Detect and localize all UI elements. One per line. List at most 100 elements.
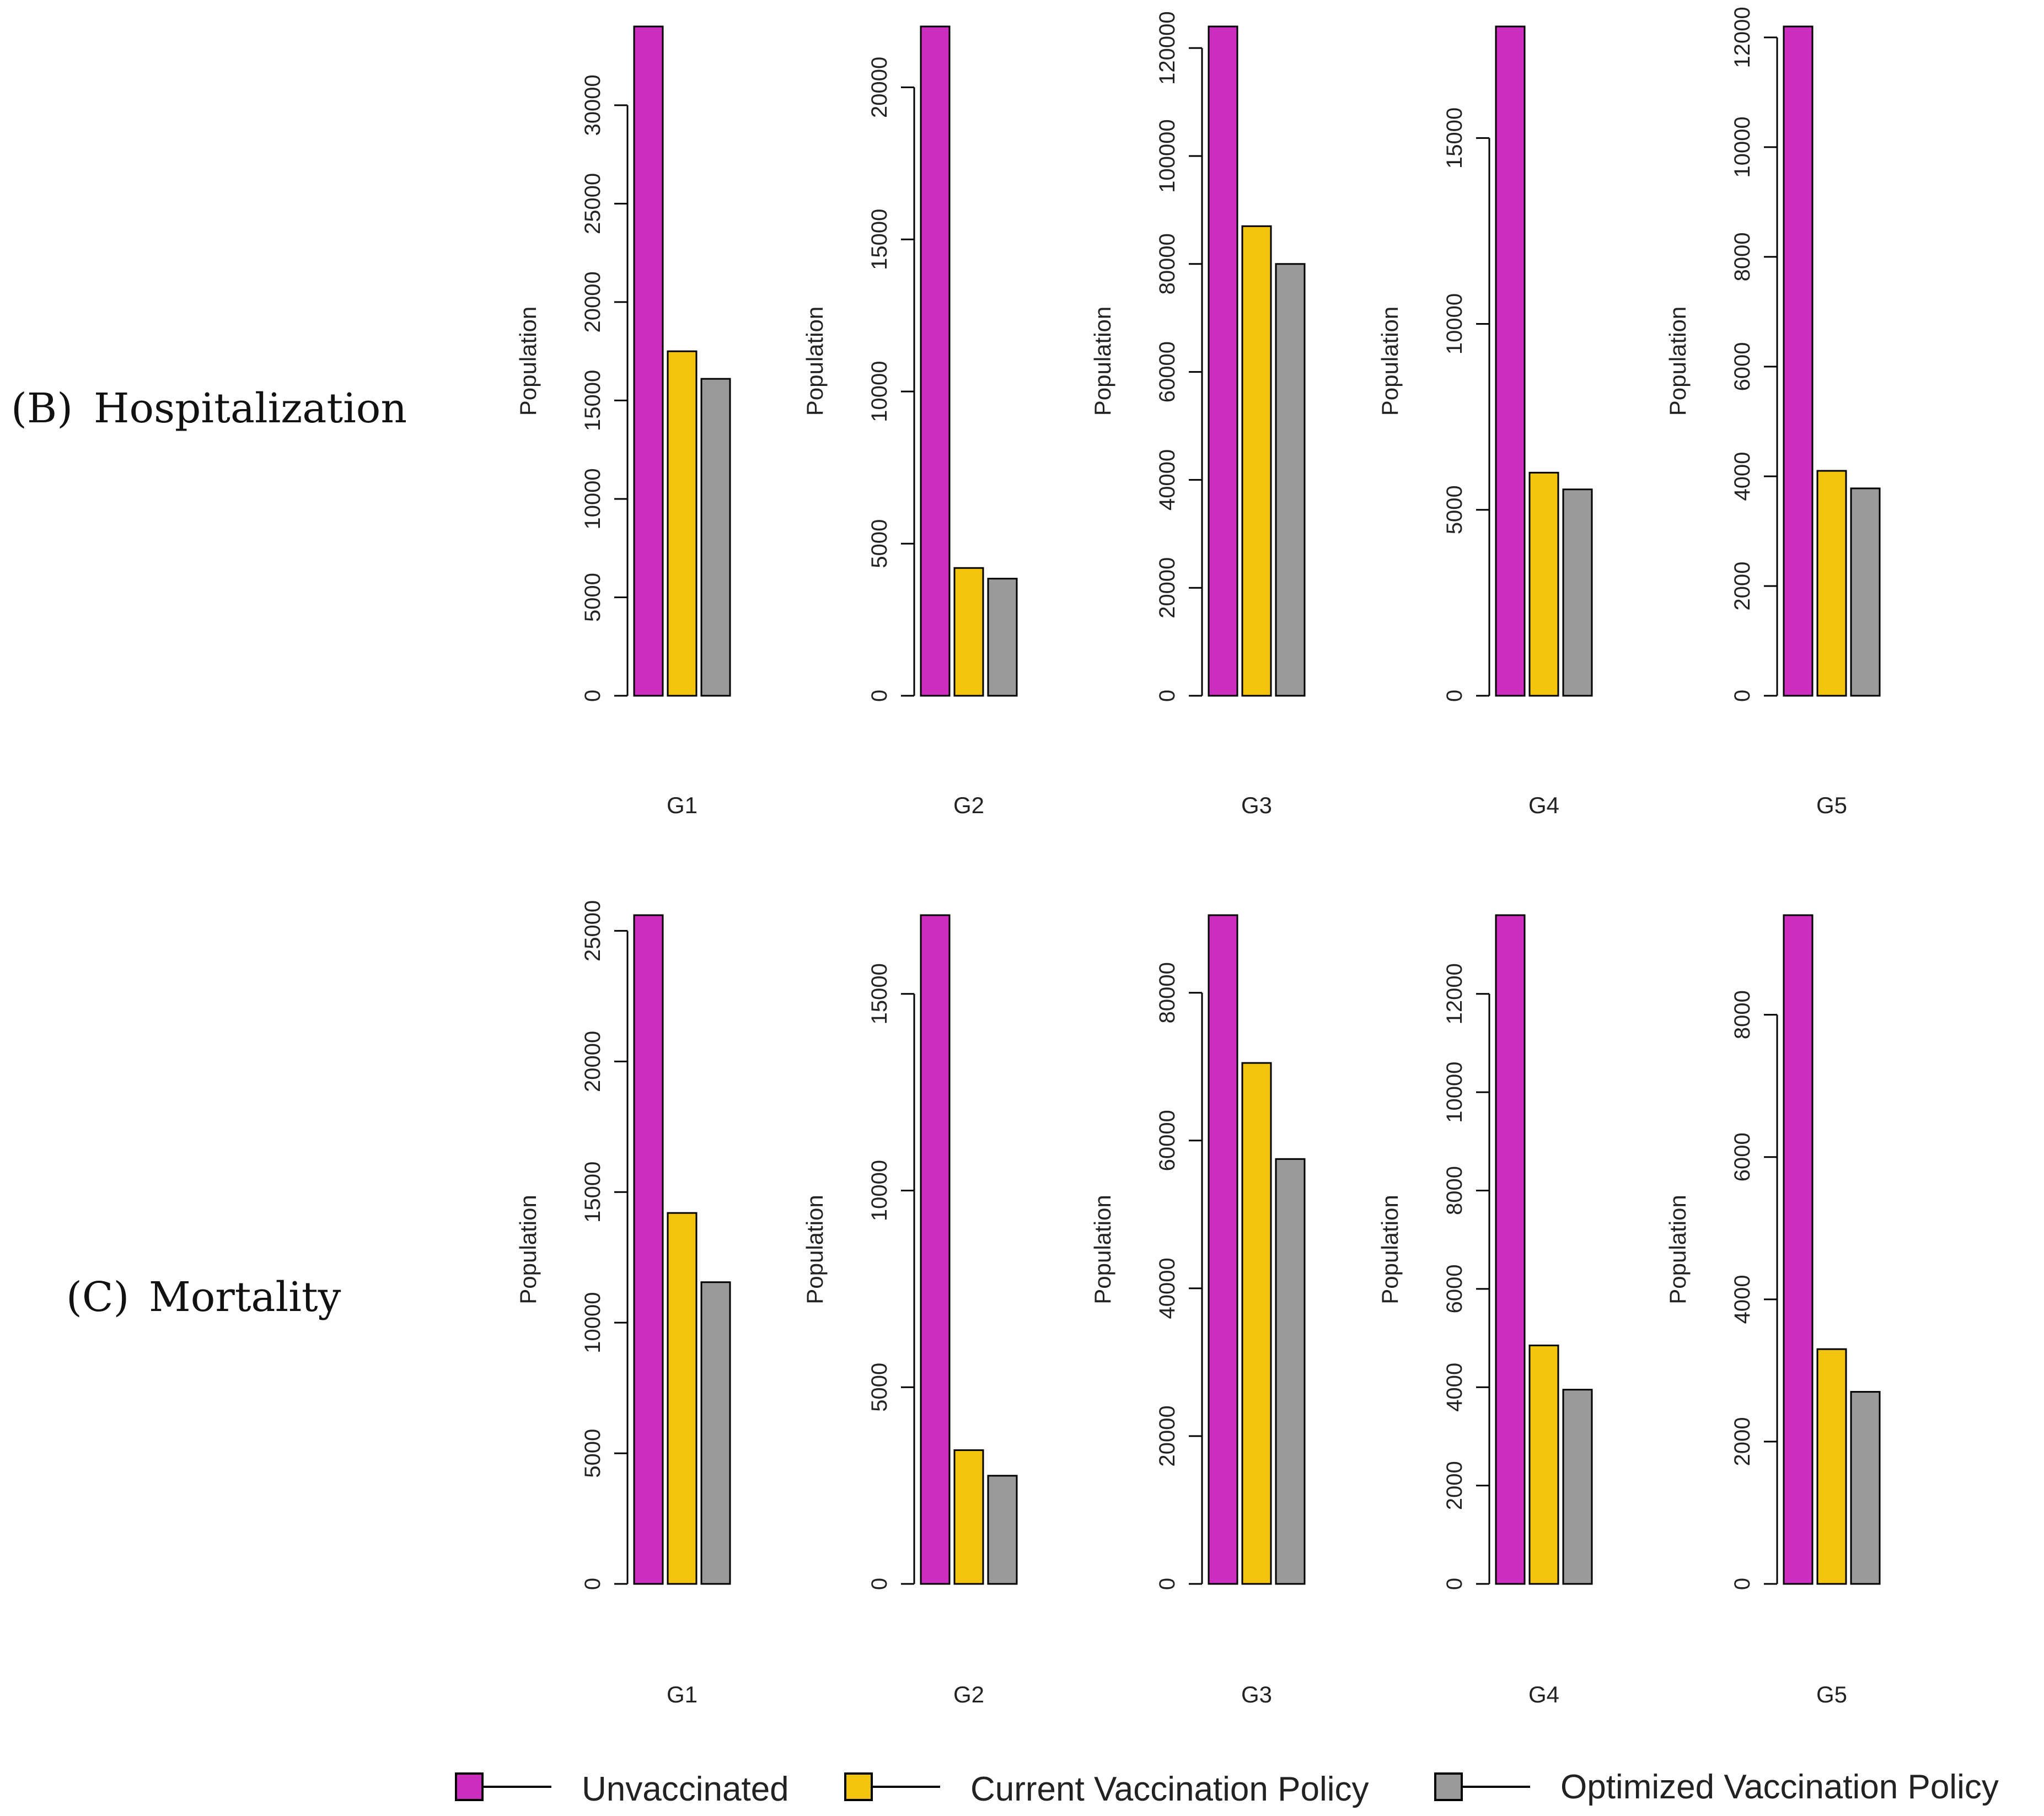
y-tick-label: 30000 bbox=[581, 74, 605, 136]
bar-current-vaccination-policy bbox=[1816, 470, 1847, 697]
panel-mortality-g1: 0 5000 10000 15000 20000 25000 Population G1 bbox=[515, 900, 731, 1707]
y-axis-title: Population bbox=[1090, 1195, 1115, 1304]
y-axis-title: Population bbox=[1090, 307, 1115, 416]
y-tick-label: 6000 bbox=[1730, 1132, 1755, 1181]
y-tick-label: 20000 bbox=[867, 57, 892, 118]
legend-item-unvaccinated: Unvaccinated bbox=[455, 1770, 789, 1808]
bar-current-vaccination-policy bbox=[1528, 471, 1559, 697]
x-group-label: G1 bbox=[667, 1681, 698, 1707]
y-tick-label: 0 bbox=[1155, 690, 1179, 702]
y-axis-title: Population bbox=[1665, 1195, 1691, 1304]
y-tick-label: 5000 bbox=[581, 1429, 605, 1478]
x-group-label: G3 bbox=[1241, 792, 1272, 818]
chart-panels: 050001000015000200002500030000Population… bbox=[515, 7, 1881, 1707]
bar-current-vaccination-policy bbox=[1241, 225, 1272, 697]
x-group-label: G4 bbox=[1528, 792, 1559, 818]
y-tick-label: 20000 bbox=[581, 1031, 605, 1092]
y-tick-label: 4000 bbox=[1730, 1275, 1755, 1324]
y-tick-label: 120000 bbox=[1155, 11, 1179, 84]
legend-item-optimized-policy: Optimized Vaccination Policy bbox=[1434, 1768, 1999, 1806]
bar-current-vaccination-policy bbox=[1528, 1344, 1559, 1585]
y-tick-label: 15000 bbox=[867, 963, 892, 1024]
legend-swatch-optimized-policy bbox=[1434, 1772, 1463, 1801]
panel-hospitalization-g1: 0 5000 10000 15000 20000 25000 30000 Population… bbox=[515, 25, 731, 818]
row-tag-b: (B) bbox=[11, 385, 73, 432]
y-tick-label: 5000 bbox=[867, 1363, 892, 1412]
y-tick-label: 0 bbox=[867, 1578, 892, 1590]
x-group-label: G4 bbox=[1528, 1681, 1559, 1707]
y-tick-label: 10000 bbox=[581, 1292, 605, 1353]
row-title-mortality: Mortality bbox=[149, 1274, 341, 1321]
row-tag-c: (C) bbox=[66, 1274, 129, 1321]
panel-hospitalization-g5: 0 2000 4000 6000 8000 10000 12000 Population G5 bbox=[1665, 7, 1881, 818]
x-group-label: G2 bbox=[953, 1681, 984, 1707]
bar-unvaccinated bbox=[1495, 25, 1526, 697]
bar-unvaccinated bbox=[1783, 25, 1814, 697]
y-tick-label: 15000 bbox=[581, 370, 605, 431]
y-axis-title: Population bbox=[802, 307, 828, 416]
bar-unvaccinated bbox=[1208, 25, 1238, 697]
y-axis-title: Population bbox=[1377, 307, 1403, 416]
y-tick-label: 8000 bbox=[1730, 232, 1755, 281]
bar-current-vaccination-policy bbox=[953, 567, 984, 697]
y-axis-title: Population bbox=[1665, 307, 1691, 416]
bar-current-vaccination-policy bbox=[953, 1449, 984, 1585]
y-tick-label: 2000 bbox=[1730, 561, 1755, 610]
y-tick-label: 40000 bbox=[1155, 449, 1179, 511]
y-tick-label: 0 bbox=[1442, 690, 1467, 702]
panel-hospitalization-g2: 0 5000 10000 15000 20000 Population G2 bbox=[802, 25, 1018, 818]
panel-mortality-g3: 0 20000 40000 60000 80000 Population G3 bbox=[1090, 914, 1306, 1707]
x-group-label: G2 bbox=[953, 792, 984, 818]
y-tick-label: 6000 bbox=[1730, 342, 1755, 391]
x-group-label: G5 bbox=[1816, 792, 1847, 818]
bar-unvaccinated bbox=[920, 25, 951, 697]
y-tick-label: 0 bbox=[581, 1578, 605, 1590]
y-tick-label: 0 bbox=[1730, 690, 1755, 702]
y-tick-label: 0 bbox=[581, 690, 605, 702]
bar-optimized-vaccination-policy bbox=[1275, 1158, 1306, 1585]
y-tick-label: 20000 bbox=[581, 271, 605, 332]
bar-optimized-vaccination-policy bbox=[1850, 487, 1881, 697]
y-tick-label: 5000 bbox=[581, 573, 605, 622]
y-tick-label: 20000 bbox=[1155, 557, 1179, 619]
y-tick-label: 25000 bbox=[581, 900, 605, 961]
legend-swatch-unvaccinated bbox=[455, 1772, 484, 1801]
y-tick-label: 10000 bbox=[1730, 116, 1755, 178]
y-tick-label: 10000 bbox=[867, 1160, 892, 1221]
legend-label-unvaccinated: Unvaccinated bbox=[582, 1770, 789, 1808]
x-group-label: G5 bbox=[1816, 1681, 1847, 1707]
panel-mortality-g2: 0 5000 10000 15000 Population G2 bbox=[802, 914, 1018, 1707]
y-tick-label: 5000 bbox=[1442, 485, 1467, 534]
y-tick-label: 15000 bbox=[1442, 108, 1467, 169]
y-tick-label: 0 bbox=[1155, 1578, 1179, 1590]
y-tick-label: 8000 bbox=[1730, 990, 1755, 1039]
bar-optimized-vaccination-policy bbox=[1562, 488, 1593, 697]
bar-current-vaccination-policy bbox=[667, 350, 698, 697]
y-tick-label: 15000 bbox=[867, 209, 892, 270]
y-tick-label: 4000 bbox=[1442, 1363, 1467, 1412]
y-axis-title: Population bbox=[515, 307, 541, 416]
y-tick-label: 25000 bbox=[581, 173, 605, 234]
bar-optimized-vaccination-policy bbox=[1275, 263, 1306, 697]
y-tick-label: 60000 bbox=[1155, 341, 1179, 402]
y-axis-title: Population bbox=[515, 1195, 541, 1304]
legend-label-current-policy: Current Vaccination Policy bbox=[970, 1770, 1369, 1808]
bar-unvaccinated bbox=[1783, 914, 1814, 1585]
bar-unvaccinated bbox=[633, 25, 664, 697]
y-tick-label: 8000 bbox=[1442, 1166, 1467, 1215]
y-tick-label: 2000 bbox=[1442, 1461, 1467, 1510]
bar-optimized-vaccination-policy bbox=[987, 1475, 1018, 1585]
y-tick-label: 2000 bbox=[1730, 1417, 1755, 1466]
legend: Unvaccinated Current Vaccination Policy … bbox=[455, 1768, 1999, 1808]
y-tick-label: 5000 bbox=[867, 519, 892, 568]
y-tick-label: 12000 bbox=[1730, 7, 1755, 68]
bar-unvaccinated bbox=[633, 914, 664, 1585]
bar-optimized-vaccination-policy bbox=[700, 1281, 731, 1585]
y-tick-label: 6000 bbox=[1442, 1264, 1467, 1313]
y-tick-label: 0 bbox=[867, 690, 892, 702]
legend-label-optimized-policy: Optimized Vaccination Policy bbox=[1560, 1768, 1999, 1806]
panel-hospitalization-g3: 0 20000 40000 60000 80000 100000 120000 Populat… bbox=[1090, 11, 1306, 818]
panel-mortality-g4: 0 2000 4000 6000 8000 10000 12000 Population G4 bbox=[1377, 914, 1593, 1707]
panel-mortality-g5: 0 2000 4000 6000 8000 Population G5 bbox=[1665, 914, 1881, 1707]
